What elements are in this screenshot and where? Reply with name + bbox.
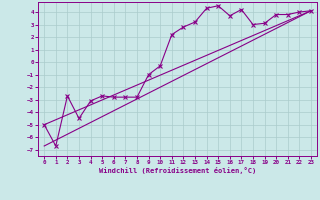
X-axis label: Windchill (Refroidissement éolien,°C): Windchill (Refroidissement éolien,°C) xyxy=(99,167,256,174)
